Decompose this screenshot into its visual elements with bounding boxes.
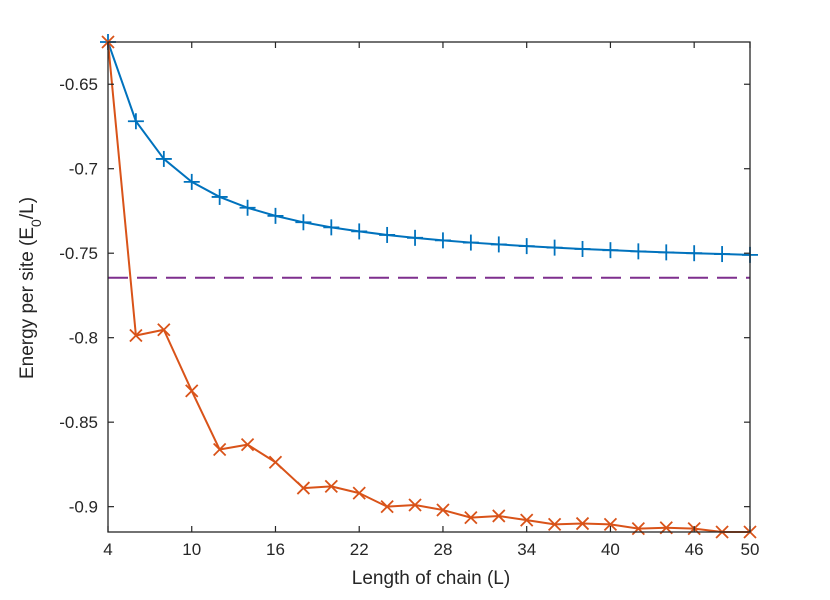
plus-series-point-19 [630,243,647,260]
cross-series-point-16 [547,517,562,532]
cross-series-point-13 [464,511,478,525]
x-tick-label-4: 4 [103,540,112,559]
x-tick-label-34: 34 [517,540,536,559]
cross-series-point-7 [296,481,311,495]
plus-series-point-3 [183,173,200,190]
cross-series-point-3 [185,384,199,398]
plus-series-line [107,41,751,256]
y-axis-label: Energy per site (E0/L) [17,197,44,379]
y-axis-label-main: Energy per site (E [17,227,38,379]
y-axis-label-suffix: /L) [17,197,38,219]
cross-series-point-8 [324,479,338,494]
plus-series-point-18 [602,242,619,259]
cross-series-point-14 [492,509,506,523]
cross-series-point-12 [436,503,450,517]
x-tick-label-40: 40 [601,540,620,559]
y-tick-label-4: -0.85 [59,413,98,432]
y-tick-label-2: -0.75 [59,244,98,263]
cross-series-point-18 [603,517,618,532]
axes-box [107,41,751,533]
cross-series-point-6 [268,455,283,469]
cross-series-point-10 [380,500,394,514]
cross-series-markers [101,35,757,539]
y-tick-label-3: -0.8 [69,329,98,348]
plus-series-point-6 [267,207,284,224]
plus-series-point-14 [490,236,507,253]
plus-series-point-9 [351,223,368,240]
plus-series-markers [100,34,758,263]
cross-series-point-5 [240,438,255,452]
plus-series-point-20 [658,244,675,261]
plus-series-point-7 [295,214,312,231]
plot-content [100,34,758,539]
plus-series-point-5 [239,199,256,216]
x-tick-label-22: 22 [350,540,369,559]
y-tick-label-0: -0.65 [59,75,98,94]
plus-series-point-8 [323,219,340,236]
plus-series-point-21 [686,245,703,262]
cross-series-point-17 [575,516,590,531]
x-axis-label: Length of chain (L) [352,568,510,589]
plus-series-point-2 [155,150,172,167]
cross-series-line [107,41,750,533]
x-tick-label-28: 28 [433,540,452,559]
cross-series-point-2 [157,323,171,337]
plus-series-point-17 [574,240,591,257]
plus-series-point-4 [211,188,228,205]
y-tick-label-1: -0.7 [69,160,98,179]
plus-series-point-13 [462,234,479,251]
axes: 4 10 16 22 28 34 40 46 50 -0.65 -0.7 -0.75 -0.8 -0.85… [59,41,760,559]
cross-series-point-11 [408,498,422,512]
cross-series-point-15 [520,513,534,527]
x-tick-label-50: 50 [741,540,760,559]
plus-series-point-12 [434,232,451,249]
plus-series-point-15 [518,238,535,255]
cross-series-point-4 [213,442,227,457]
cross-series-point-9 [352,486,366,500]
cross-series-point-1 [129,328,143,343]
plus-series-point-10 [379,226,396,243]
x-tick-label-46: 46 [685,540,704,559]
y-tick-label-5: -0.9 [69,498,98,517]
y-axis-label-subscript: 0 [28,219,44,227]
plus-series-point-22 [714,246,731,263]
x-tick-label-16: 16 [266,540,285,559]
plus-series-point-1 [127,113,144,130]
x-tick-label-10: 10 [182,540,201,559]
plus-series-point-16 [546,239,563,256]
plus-series-point-11 [407,229,424,246]
